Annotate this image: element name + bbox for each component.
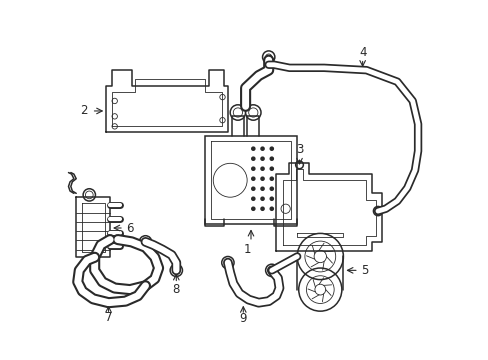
Circle shape [260,186,264,191]
Circle shape [250,147,255,151]
Circle shape [170,264,182,276]
Bar [204,136,297,224]
Circle shape [260,156,264,161]
Text: 3: 3 [295,143,303,156]
Circle shape [245,105,261,120]
Circle shape [373,206,382,216]
Circle shape [250,176,255,181]
Circle shape [269,166,274,171]
Circle shape [269,147,274,151]
Circle shape [221,256,234,269]
Circle shape [262,51,274,63]
Text: 4: 4 [358,46,366,59]
Circle shape [83,189,95,201]
Circle shape [250,206,255,211]
Circle shape [250,197,255,201]
Circle shape [269,156,274,161]
Circle shape [111,233,124,247]
Circle shape [269,176,274,181]
Circle shape [260,176,264,181]
Text: 5: 5 [361,264,368,277]
Circle shape [260,166,264,171]
Text: 9: 9 [239,312,246,325]
Circle shape [260,147,264,151]
Text: 8: 8 [172,283,180,296]
Text: 7: 7 [104,311,112,324]
Circle shape [265,264,277,276]
Circle shape [269,197,274,201]
Circle shape [260,206,264,211]
Circle shape [250,156,255,161]
Circle shape [260,197,264,201]
Text: 1: 1 [243,243,250,256]
Circle shape [269,186,274,191]
Text: 2: 2 [80,104,87,117]
Circle shape [269,206,274,211]
Circle shape [250,186,255,191]
Circle shape [250,166,255,171]
Text: 6: 6 [126,221,134,234]
Circle shape [230,105,245,120]
Circle shape [139,236,151,248]
